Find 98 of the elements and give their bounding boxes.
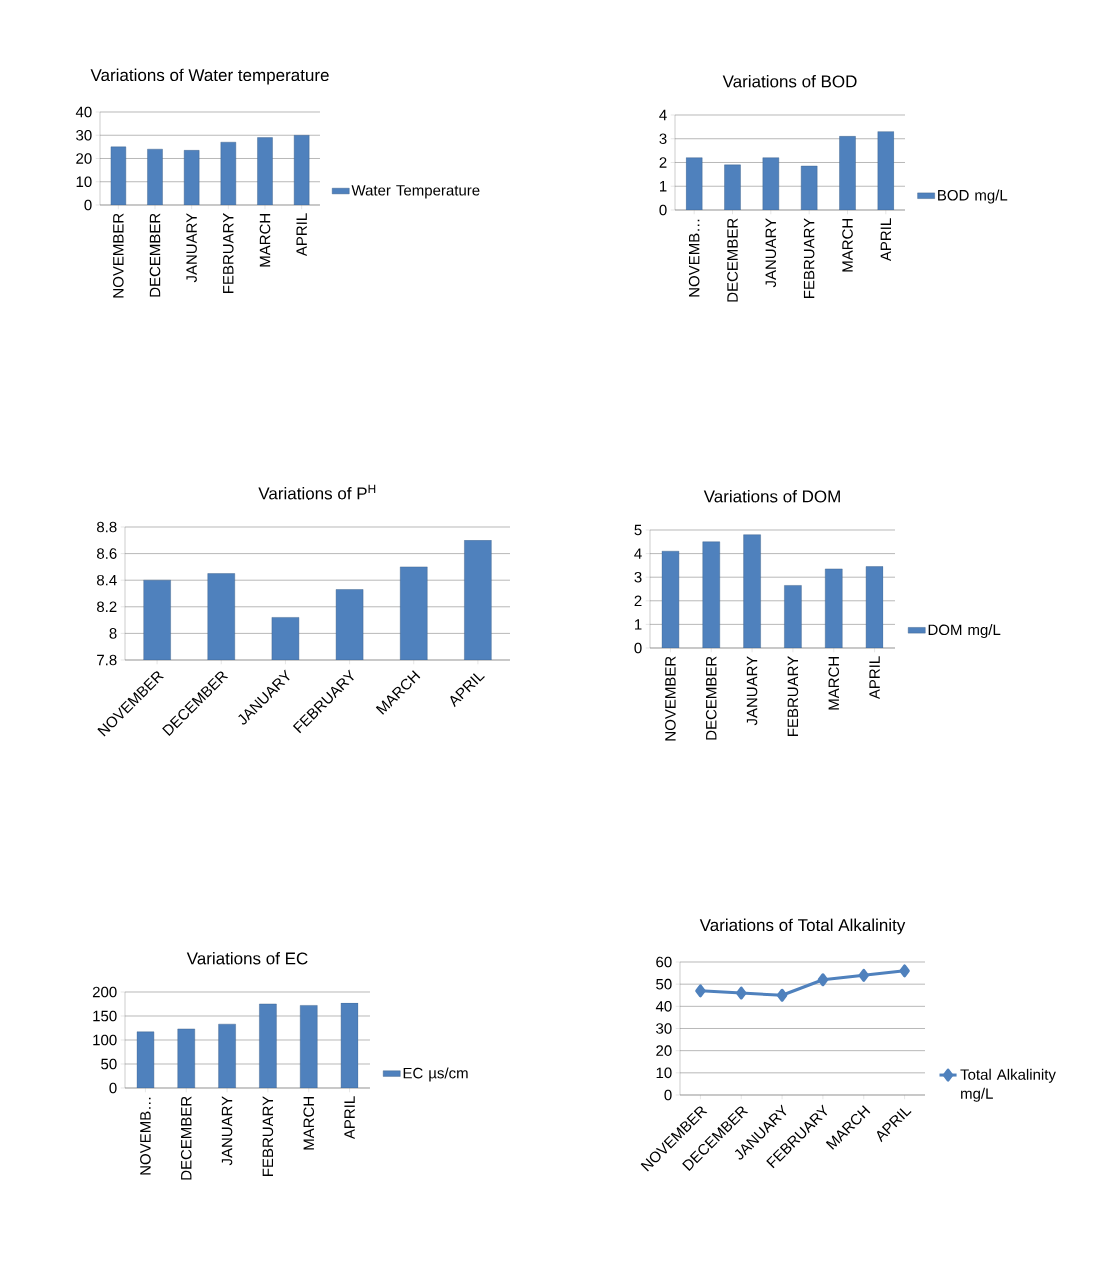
y-tick-label: 0 xyxy=(84,199,92,211)
y-tick-label: 30 xyxy=(656,1023,672,1034)
point xyxy=(736,986,747,1000)
bar xyxy=(110,146,127,205)
y-tick-label: 8.6 xyxy=(97,548,117,559)
bar xyxy=(220,142,237,205)
y-tick-label: 20 xyxy=(656,1045,672,1056)
y-tick-label: 100 xyxy=(93,1034,117,1046)
x-tick-label: JANUARY xyxy=(221,1096,233,1166)
legend-label: BOD mg/L xyxy=(938,189,1008,204)
y-tick-label: 40 xyxy=(75,106,92,118)
bar xyxy=(784,585,802,648)
y-tick-label: 40 xyxy=(655,1001,672,1012)
y-tick-label: 0 xyxy=(634,642,642,654)
legend-label: DOM mg/L xyxy=(928,624,1001,639)
point xyxy=(817,973,829,987)
bar xyxy=(839,136,856,210)
y-tick-label: 60 xyxy=(656,956,672,968)
y-tick-label: 0 xyxy=(109,1082,117,1094)
y-tick-label: 4 xyxy=(659,109,667,121)
point xyxy=(899,964,910,978)
bar xyxy=(743,534,761,648)
y-tick-label: 20 xyxy=(76,153,92,164)
bar xyxy=(800,165,818,210)
y-tick-label: 0 xyxy=(659,204,667,216)
y-tick-label: 4 xyxy=(634,548,642,559)
x-tick-label: FEBRUARY xyxy=(262,1096,274,1176)
chart-title: Variations of Water temperature xyxy=(90,68,329,85)
point xyxy=(858,968,869,982)
x-tick-label: JANUARY xyxy=(765,218,777,288)
y-tick-label: 8 xyxy=(109,628,117,639)
bar xyxy=(825,568,843,648)
y-tick-label: 8.4 xyxy=(97,574,117,586)
legend-label: EC µs/cm xyxy=(403,1067,468,1082)
bar xyxy=(183,150,200,205)
bar xyxy=(218,1023,236,1088)
x-tick-label: APRIL xyxy=(869,656,880,700)
bar xyxy=(762,157,780,210)
y-tick-label: 10 xyxy=(656,1067,672,1079)
x-tick-label: NOVEMBER xyxy=(113,213,124,298)
bar xyxy=(257,137,273,205)
x-tick-label: FEBRUARY xyxy=(787,656,799,736)
x-tick-label: JANUARY xyxy=(186,213,197,283)
bar xyxy=(865,566,884,648)
y-tick-label: 8.2 xyxy=(97,601,117,613)
x-tick-label: MARCH xyxy=(842,219,853,272)
bar xyxy=(685,157,703,210)
bar xyxy=(136,1031,155,1088)
y-tick-label: 7.8 xyxy=(97,654,117,666)
x-tick-label: DECEMBER xyxy=(705,656,717,740)
bar xyxy=(661,551,680,648)
y-tick-label: 50 xyxy=(656,978,672,990)
y-tick-label: 2 xyxy=(634,595,642,607)
x-tick-label: JANUARY xyxy=(746,656,758,726)
x-tick-label: APRIL xyxy=(344,1096,355,1140)
bar xyxy=(177,1028,195,1088)
x-tick-label: FEBRUARY xyxy=(223,213,234,293)
y-tick-label: 30 xyxy=(76,129,92,141)
chart-title: Variations of EC xyxy=(186,951,308,965)
chart-title: Variations of BOD xyxy=(722,74,857,88)
bar xyxy=(259,1003,277,1088)
x-tick-label: DECEMBER xyxy=(149,213,161,297)
y-tick-label: 8.8 xyxy=(97,521,117,533)
y-tick-label: 5 xyxy=(634,524,642,536)
y-tick-label: 1 xyxy=(660,181,667,192)
y-tick-label: 200 xyxy=(92,986,117,998)
x-tick-label: NOVEMB… xyxy=(688,219,700,297)
chart-title: Variations of DOM xyxy=(703,489,840,503)
x-tick-label: NOVEMBER xyxy=(665,656,676,741)
bar xyxy=(300,1005,318,1088)
x-tick-label: MARCH xyxy=(303,1097,315,1150)
x-tick-label: MARCH xyxy=(259,214,271,267)
point xyxy=(695,984,706,998)
bar xyxy=(147,148,163,205)
y-tick-label: 1 xyxy=(635,619,642,630)
x-tick-label: MARCH xyxy=(828,657,840,710)
x-tick-label: APRIL xyxy=(880,218,891,262)
y-tick-label: 150 xyxy=(93,1010,117,1022)
x-tick-label: APRIL xyxy=(296,213,307,257)
bar xyxy=(702,541,720,648)
y-tick-label: 3 xyxy=(634,571,642,583)
x-tick-label: DECEMBER xyxy=(180,1096,192,1180)
chart-title: Variations of Total Alkalinity xyxy=(699,918,906,935)
bar xyxy=(293,135,310,205)
point xyxy=(776,988,788,1002)
y-tick-label: 50 xyxy=(101,1058,117,1070)
x-tick-label: FEBRUARY xyxy=(803,218,815,298)
y-tick-label: 2 xyxy=(659,157,667,168)
legend-label: Total Alkalinity mg/L xyxy=(960,1068,1056,1102)
bar xyxy=(340,1002,359,1088)
bar xyxy=(877,131,895,210)
legend-label: Water Temperature xyxy=(351,185,480,199)
x-tick-label: NOVEMB… xyxy=(140,1097,151,1175)
y-tick-label: 3 xyxy=(659,133,667,145)
y-tick-label: 10 xyxy=(76,176,92,188)
chart-title: Variations of P$^{H}$ xyxy=(258,484,376,500)
x-tick-label: DECEMBER xyxy=(727,218,738,302)
y-tick-label: 0 xyxy=(664,1089,672,1101)
